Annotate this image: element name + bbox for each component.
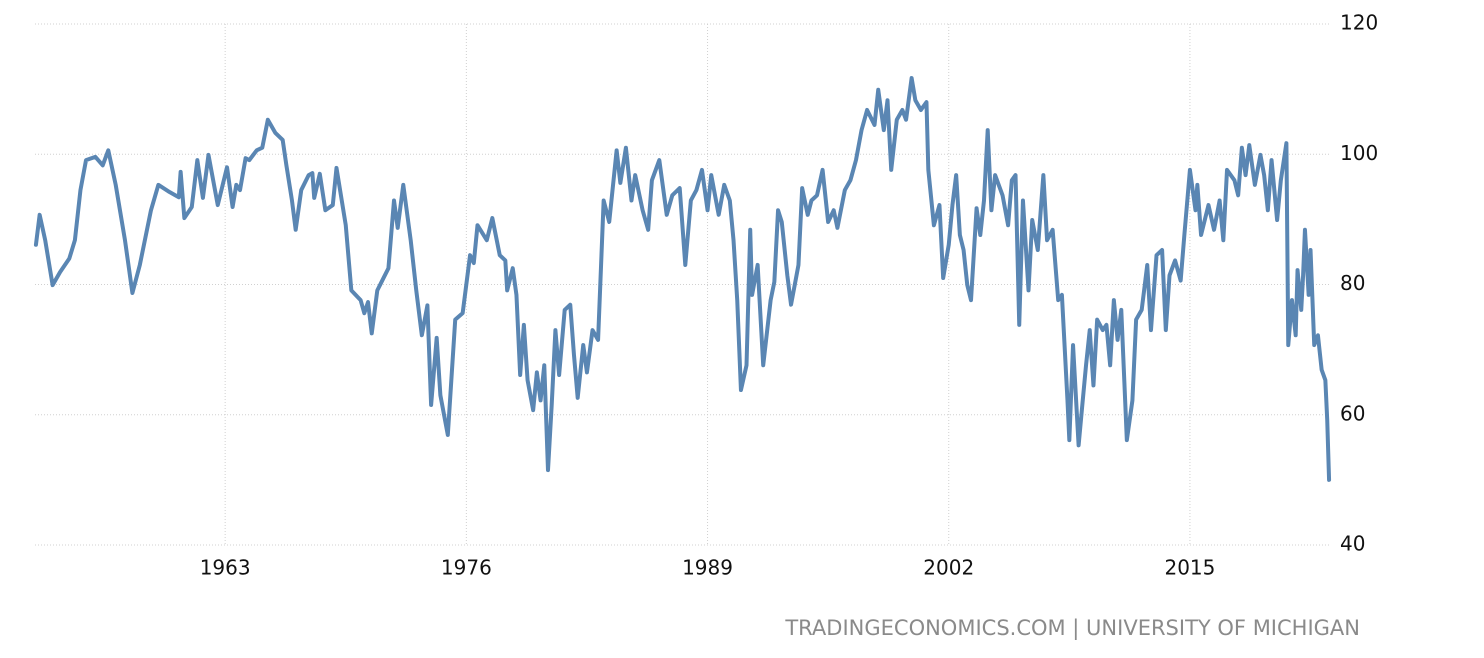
x-tick-label: 2015 [1164, 556, 1215, 580]
y-tick-label: 120 [1340, 11, 1378, 35]
y-tick-label: 40 [1340, 532, 1365, 556]
data-line [33, 76, 1332, 482]
x-tick-label: 1963 [200, 556, 251, 580]
source-note: TRADINGECONOMICS.COM | UNIVERSITY OF MIC… [784, 616, 1360, 641]
x-tick-label: 2002 [923, 556, 974, 580]
x-tick-label: 1989 [682, 556, 733, 580]
y-tick-label: 80 [1340, 271, 1365, 295]
y-tick-label: 60 [1340, 401, 1365, 425]
y-tick-label: 100 [1340, 141, 1378, 165]
x-tick-label: 1976 [441, 556, 492, 580]
